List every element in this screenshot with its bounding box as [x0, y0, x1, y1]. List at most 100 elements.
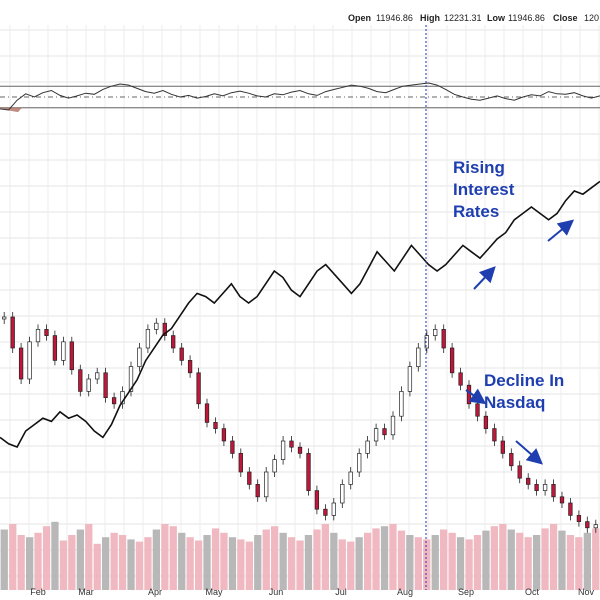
volume-bar — [524, 537, 532, 590]
month-label: Feb — [30, 587, 46, 597]
candle-body — [61, 341, 66, 361]
volume-bar — [431, 535, 439, 590]
volume-bar — [144, 537, 152, 590]
candle-body — [576, 515, 582, 522]
candle-body — [323, 508, 328, 516]
month-label: Oct — [525, 587, 540, 597]
candle-body — [27, 341, 32, 380]
rsi-line — [0, 82, 600, 111]
volume-bar — [102, 537, 110, 590]
open-value: 11946.86 — [376, 13, 413, 23]
candle-body — [306, 453, 311, 491]
volume-bar — [59, 540, 68, 590]
volume-bar — [186, 537, 194, 590]
ohlc-header: Open 11946.86 High 12231.31 Low 11946.86… — [348, 13, 599, 23]
month-label: Sep — [458, 587, 474, 597]
volume-bar — [566, 535, 575, 590]
candle-body — [568, 502, 573, 516]
candle-body — [416, 347, 421, 367]
month-label: Apr — [148, 587, 162, 597]
volume-bar — [110, 532, 118, 590]
annotation-text: Rising — [453, 158, 505, 177]
candle-body — [509, 453, 514, 467]
low-value: 11946.86 — [508, 13, 545, 23]
candle-body — [357, 453, 362, 473]
candle-body — [247, 471, 252, 485]
month-label: Jun — [269, 587, 284, 597]
volume-bar — [279, 532, 287, 590]
annotation-text: Rates — [453, 202, 499, 221]
volume-bar — [440, 529, 448, 590]
volume-bar — [135, 541, 144, 590]
candle-body — [390, 415, 396, 436]
volume-bar — [338, 539, 346, 590]
candle-body — [103, 372, 108, 398]
candle-body — [526, 477, 531, 485]
volume-bar — [17, 535, 25, 590]
candle-body — [171, 335, 176, 349]
volume-bar — [9, 524, 17, 590]
high-value: 12231.31 — [444, 13, 482, 23]
volume-bar — [592, 528, 600, 590]
volume-bar — [304, 535, 313, 590]
candle-body — [297, 446, 303, 454]
candle-body — [272, 459, 277, 473]
month-label: Mar — [78, 587, 94, 597]
volume-bar — [169, 526, 177, 590]
volume-bar — [287, 537, 296, 590]
open-label: Open — [348, 13, 371, 23]
candle-body — [365, 440, 370, 454]
volume-bar — [245, 541, 253, 590]
month-label: Jul — [335, 587, 347, 597]
volume-bar — [364, 532, 372, 590]
candle-body — [585, 521, 590, 529]
annotation-text: Nasdaq — [484, 393, 545, 412]
candle-body — [382, 428, 387, 436]
volume-bar — [26, 537, 34, 590]
volume-bar — [397, 530, 406, 590]
candle-body — [500, 440, 505, 454]
volume-bar — [414, 537, 422, 590]
candle-body — [534, 484, 539, 491]
candle-body — [280, 440, 286, 460]
volume-bar — [68, 535, 76, 590]
candle-body — [69, 341, 74, 371]
volume-bar — [330, 532, 338, 590]
volume-bar — [262, 529, 270, 590]
arrow — [515, 440, 544, 465]
volume-bars — [0, 521, 600, 590]
volume-bar — [380, 526, 389, 590]
candle-body — [559, 496, 565, 504]
candle-body — [433, 329, 438, 336]
volume-bar — [456, 537, 465, 590]
volume-bar — [575, 537, 583, 590]
annotation-text: Decline In — [484, 371, 564, 390]
candle-body — [407, 366, 413, 392]
candle-body — [340, 484, 345, 504]
candle-body — [399, 391, 404, 417]
candle-body — [475, 403, 480, 417]
candle-body — [52, 335, 58, 361]
candle-body — [238, 453, 243, 473]
candle-body — [289, 440, 294, 448]
month-label: Nov — [578, 587, 595, 597]
volume-bar — [85, 524, 93, 590]
volume-bar — [347, 541, 355, 590]
arrow — [465, 388, 487, 405]
rsi-oversold-fill — [0, 107, 22, 113]
low-label: Low — [487, 13, 506, 23]
high-label: High — [420, 13, 440, 23]
volume-bar — [473, 535, 482, 590]
candle-body — [179, 347, 184, 361]
candle-body — [449, 347, 455, 374]
arrow — [547, 219, 575, 242]
volume-bar — [372, 528, 380, 590]
volume-bar — [254, 535, 262, 590]
candle-body — [314, 490, 320, 510]
volume-bar — [178, 532, 186, 590]
month-axis: Feb Mar Apr May Jun Jul Aug Sep Oct Nov — [30, 587, 594, 597]
volume-bar — [448, 532, 456, 590]
close-label: Close — [553, 13, 578, 23]
volume-bar — [211, 528, 220, 590]
